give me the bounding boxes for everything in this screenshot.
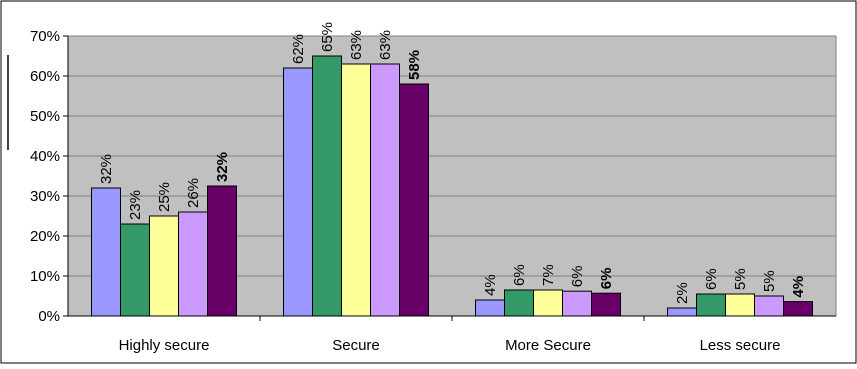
data-label: 4%	[790, 276, 807, 298]
x-category-label: Secure	[332, 337, 380, 354]
y-axis-ticks: 0% 10% 20% 30% 40% 50% 60% 70%	[30, 28, 68, 325]
bars	[91, 55, 813, 317]
bar	[475, 299, 505, 317]
bar	[149, 215, 179, 317]
bar	[341, 63, 371, 317]
data-label: 6%	[598, 268, 615, 290]
bar	[399, 83, 429, 317]
bar	[207, 185, 237, 317]
data-label: 4%	[482, 274, 499, 296]
bar	[725, 293, 755, 317]
data-label: 62%	[290, 34, 307, 64]
data-label: 6%	[569, 266, 586, 288]
bar	[91, 187, 121, 317]
data-label: 2%	[674, 282, 691, 304]
y-tick-label: 0%	[38, 308, 60, 325]
data-label: 23%	[127, 190, 144, 220]
bar	[591, 292, 621, 317]
data-label: 5%	[732, 268, 749, 290]
data-label: 32%	[98, 154, 115, 184]
y-tick-label: 20%	[30, 228, 60, 245]
data-label: 7%	[540, 264, 557, 286]
y-tick-label: 30%	[30, 188, 60, 205]
bar	[312, 55, 342, 317]
bar	[783, 301, 813, 317]
bar	[533, 289, 563, 317]
bar	[562, 290, 592, 317]
data-labels: 32% 23% 25% 26% 32% 62% 65% 63% 63% 58% 4% 6% 7% 6% 6%…	[98, 22, 807, 304]
data-label: 32%	[214, 152, 231, 182]
data-label: 63%	[377, 30, 394, 60]
y-tick-label: 10%	[30, 268, 60, 285]
data-label: 26%	[185, 178, 202, 208]
data-label: 25%	[156, 182, 173, 212]
x-category-label: Less secure	[700, 337, 781, 354]
bar	[504, 289, 534, 317]
bar	[667, 307, 697, 317]
bar	[120, 223, 150, 317]
x-category-label: Highly secure	[119, 337, 210, 354]
y-tick-label: 70%	[30, 28, 60, 45]
bar	[283, 67, 313, 317]
data-label: 6%	[703, 268, 720, 290]
y-tick-label: 60%	[30, 68, 60, 85]
data-label: 6%	[511, 264, 528, 286]
data-label: 5%	[761, 270, 778, 292]
data-label: 65%	[319, 22, 336, 52]
bar	[754, 295, 784, 317]
x-axis-categories: Highly secure Secure More Secure Less secur…	[119, 316, 781, 354]
bar	[370, 63, 400, 317]
data-label: 58%	[406, 50, 423, 80]
data-label: 63%	[348, 30, 365, 60]
bar	[178, 211, 208, 317]
bar	[696, 293, 726, 317]
y-tick-label: 40%	[30, 148, 60, 165]
y-tick-label: 50%	[30, 108, 60, 125]
x-category-label: More Secure	[505, 337, 591, 354]
